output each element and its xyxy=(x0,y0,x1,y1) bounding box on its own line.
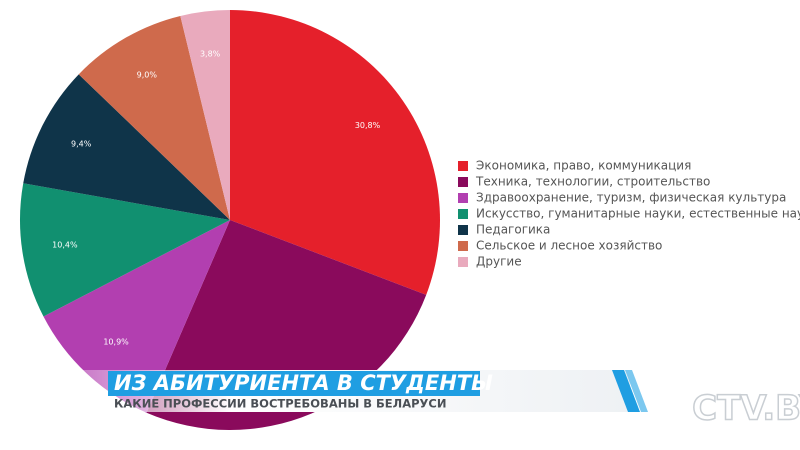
banner-subtitle: КАКИЕ ПРОФЕССИИ ВОСТРЕБОВАНЫ В БЕЛАРУСИ xyxy=(114,397,446,411)
banner-title: ИЗ АБИТУРИЕНТА В СТУДЕНТЫ xyxy=(114,371,493,395)
legend-swatch xyxy=(458,193,468,203)
logo: CTV.BY xyxy=(692,389,800,429)
pie-slice xyxy=(230,10,440,295)
legend-label: Сельское и лесное хозяйство xyxy=(476,239,662,253)
pie-slice xyxy=(19,183,230,317)
legend-label: Искусство, гуманитарные науки, естествен… xyxy=(476,207,800,221)
slice-label: 30,8% xyxy=(355,121,381,130)
slice-label: 3,8% xyxy=(200,50,221,59)
legend-swatch xyxy=(458,241,468,251)
banner: ИЗ АБИТУРИЕНТА В СТУДЕНТЫ КАКИЕ ПРОФЕССИ… xyxy=(60,370,648,412)
stripe xyxy=(625,370,648,412)
legend-label: Здравоохранение, туризм, физическая куль… xyxy=(476,191,786,205)
legend-label: Другие xyxy=(476,255,522,269)
title-back xyxy=(108,371,480,396)
pie: 30,8% 10,9% 10,4% 9,4% 9,0% 3,8% xyxy=(19,10,440,431)
legend-swatch xyxy=(458,177,468,187)
legend-swatch xyxy=(458,161,468,171)
pie-slice xyxy=(180,10,230,220)
pie-slice xyxy=(23,74,231,220)
legend-label: Экономика, право, коммуникация xyxy=(476,159,691,173)
stripe xyxy=(612,370,640,412)
slice-label: 10,9% xyxy=(103,338,129,347)
legend: Экономика, право, коммуникация Техника, т… xyxy=(458,159,800,269)
legend-swatch xyxy=(458,209,468,219)
slice-label: 10,4% xyxy=(52,241,78,250)
slice-label: 9,0% xyxy=(137,71,158,80)
legend-swatch xyxy=(458,225,468,235)
legend-label: Педагогика xyxy=(476,223,550,237)
pie-slice xyxy=(43,220,230,413)
slice-label: 9,4% xyxy=(71,140,92,149)
legend-swatch xyxy=(458,257,468,267)
pie-slice xyxy=(78,15,230,220)
legend-label: Техника, технологии, строительство xyxy=(475,175,710,189)
